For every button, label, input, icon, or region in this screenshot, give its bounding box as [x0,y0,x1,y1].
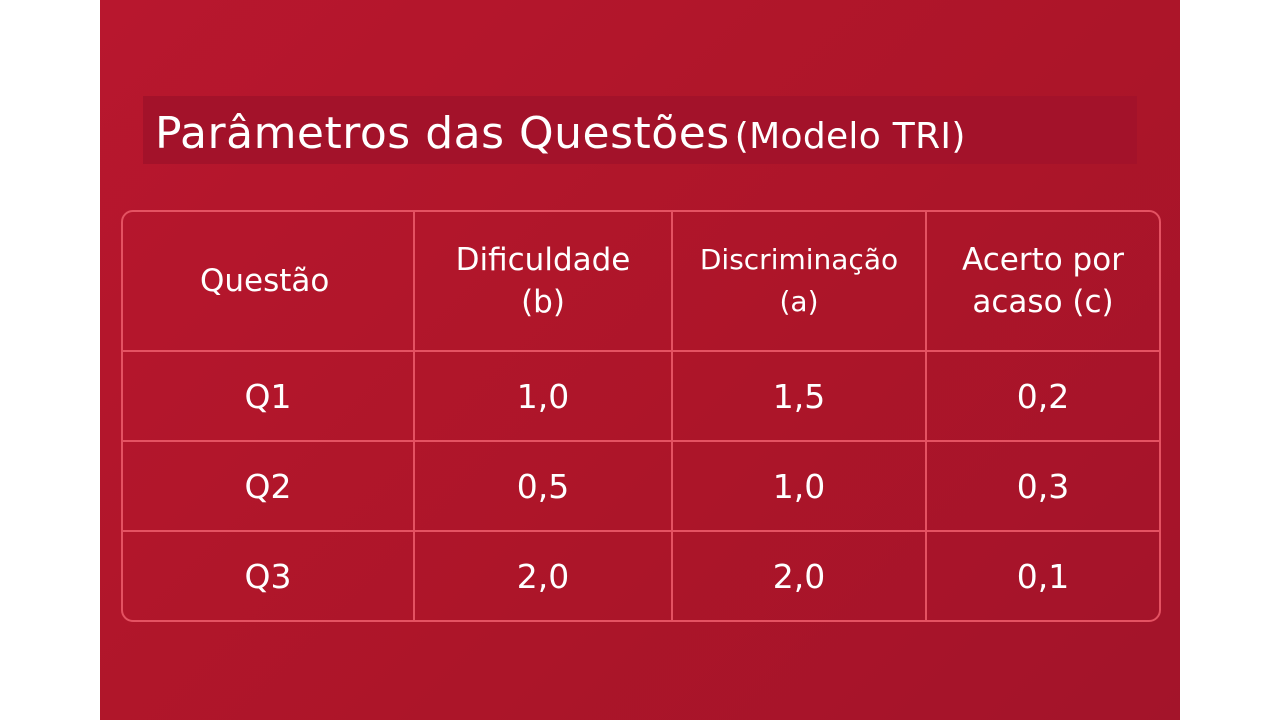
cell-discriminacao: 1,0 [673,442,927,532]
header-acerto-line2: acaso (c) [972,284,1114,320]
page-title: Parâmetros das Questões (Modelo TRI) [155,112,966,156]
cell-dificuldade: 1,0 [415,352,673,442]
header-discriminacao-line2: (a) [779,285,819,318]
cell-discriminacao: 1,5 [673,352,927,442]
cell-discriminacao: 2,0 [673,532,927,620]
cell-dificuldade: 0,5 [415,442,673,532]
header-dificuldade: Dificuldade (b) [415,212,673,352]
header-dificuldade-line2: (b) [521,284,565,320]
cell-acerto: 0,2 [927,352,1159,442]
header-dificuldade-line1: Dificuldade [455,242,631,278]
cell-questao: Q1 [123,352,415,442]
title-band [143,96,1137,164]
header-acerto-line1: Acerto por [962,242,1124,278]
cell-acerto: 0,1 [1016,556,1070,596]
table-header-row: Questão Dificuldade (b) Discriminação (a… [123,212,1159,352]
header-acerto: Acerto por acaso (c) [927,212,1159,352]
cell-dificuldade: 2,0 [415,532,673,620]
title-main: Parâmetros das Questões [155,108,730,159]
cell-questao: Q3 [123,532,415,620]
table-row: Q3 2,0 2,0 0,1 [123,532,1159,620]
parameters-table: Questão Dificuldade (b) Discriminação (a… [121,210,1161,622]
table-row: Q1 1,0 1,5 0,2 [123,352,1159,442]
slide: Parâmetros das Questões (Modelo TRI) Que… [100,0,1180,720]
cell-acerto: 0,3 [927,442,1159,532]
cell-questao: Q2 [123,442,415,532]
header-discriminacao: Discriminação (a) [673,212,927,352]
header-questao-label: Questão [200,263,330,299]
header-questao: Questão [123,212,415,352]
header-discriminacao-line1: Discriminação [699,243,899,276]
title-subtitle: (Modelo TRI) [734,116,966,157]
table-row: Q2 0,5 1,0 0,3 [123,442,1159,532]
